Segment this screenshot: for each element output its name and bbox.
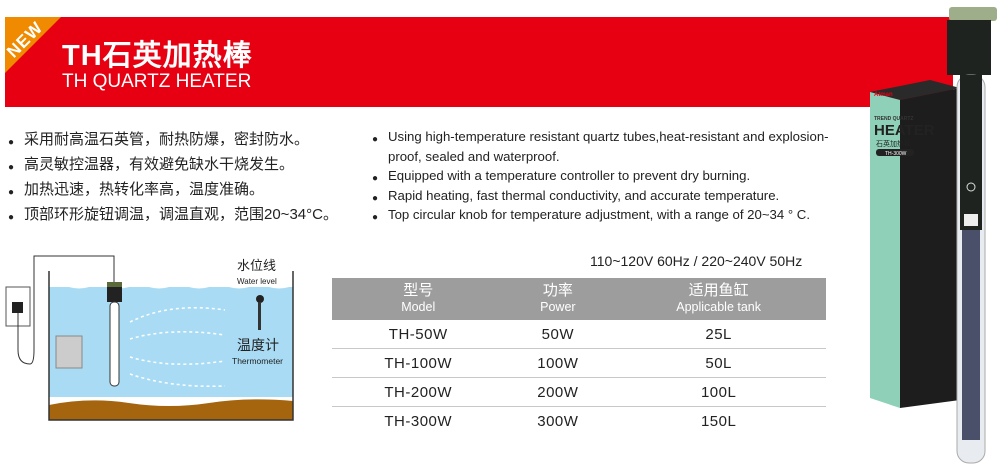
tank-outline bbox=[48, 271, 294, 421]
feature-item: 采用耐高温石英管，耐热防爆，密封防水。 bbox=[8, 127, 338, 155]
tank-diagram: 水位线 Water level 温度计 Thermometer bbox=[5, 255, 294, 421]
table-row: TH-50W 50W 25L bbox=[332, 320, 826, 349]
voltage-spec: 110~120V 60Hz / 220~240V 50Hz bbox=[590, 253, 803, 269]
header-tank: 适用鱼缸 Applicable tank bbox=[611, 278, 826, 320]
water-surface bbox=[49, 285, 289, 289]
thermometer-icon bbox=[256, 295, 264, 303]
new-corner-badge bbox=[5, 17, 61, 73]
substrate bbox=[49, 399, 293, 420]
feature-item: Top circular knob for temperature adjust… bbox=[372, 205, 842, 227]
heater-knob bbox=[949, 7, 997, 21]
feature-item: Using high-temperature resistant quartz … bbox=[372, 127, 842, 166]
feature-item: Rapid heating, fast thermal conductivity… bbox=[372, 186, 842, 208]
feature-item: 高灵敏控温器，有效避免缺水干烧发生。 bbox=[8, 152, 338, 180]
svg-text:TREND QUARTZ: TREND QUARTZ bbox=[874, 116, 913, 122]
spec-table: 型号 Model 功率 Power 适用鱼缸 Applicable tank TH-5… bbox=[332, 278, 826, 435]
water-level-en: Water level bbox=[237, 277, 277, 286]
filter-pump-icon bbox=[55, 335, 83, 369]
svg-text:TH-300W: TH-300W bbox=[885, 151, 907, 157]
water-level-zh: 水位线 bbox=[237, 258, 276, 273]
product-image: Atman TREND QUARTZ HEATER 石英加热棒 TH-300W bbox=[870, 7, 997, 464]
product-title: TH石英加热棒 bbox=[62, 40, 253, 72]
title-banner bbox=[5, 17, 953, 107]
svg-text:HEATER: HEATER bbox=[874, 122, 935, 139]
header-power: 功率 Power bbox=[504, 278, 612, 320]
product-subtitle: TH QUARTZ HEATER bbox=[62, 71, 252, 92]
box-side bbox=[900, 88, 960, 408]
power-cable bbox=[17, 255, 115, 365]
header-model: 型号 Model bbox=[332, 278, 505, 320]
heat-flow-arrows bbox=[129, 306, 226, 387]
table-header: 型号 Model 功率 Power 适用鱼缸 Applicable tank bbox=[332, 278, 826, 320]
thermometer-zh: 温度计 bbox=[237, 337, 279, 353]
water bbox=[49, 287, 293, 397]
feature-item: Equipped with a temperature controller t… bbox=[372, 166, 842, 188]
features-english: Using high-temperature resistant quartz … bbox=[372, 127, 842, 227]
feature-item: 顶部环形旋钮调温，调温直观，范围20~34°C。 bbox=[8, 202, 338, 230]
svg-text:石英加热棒: 石英加热棒 bbox=[876, 139, 911, 148]
svg-text:Atman: Atman bbox=[874, 92, 893, 98]
table-row: TH-200W 200W 100L bbox=[332, 377, 826, 407]
table-row: TH-300W 300W 150L bbox=[384, 412, 737, 430]
feature-item: 加热迅速，热转化率高，温度准确。 bbox=[8, 177, 338, 205]
table-row: TH-100W 100W 50L bbox=[332, 348, 826, 378]
box-front bbox=[870, 92, 900, 408]
features-chinese: 采用耐高温石英管，耐热防爆，密封防水。 高灵敏控温器，有效避免缺水干烧发生。 加… bbox=[8, 127, 338, 230]
thermometer-en: Thermometer bbox=[232, 356, 283, 366]
